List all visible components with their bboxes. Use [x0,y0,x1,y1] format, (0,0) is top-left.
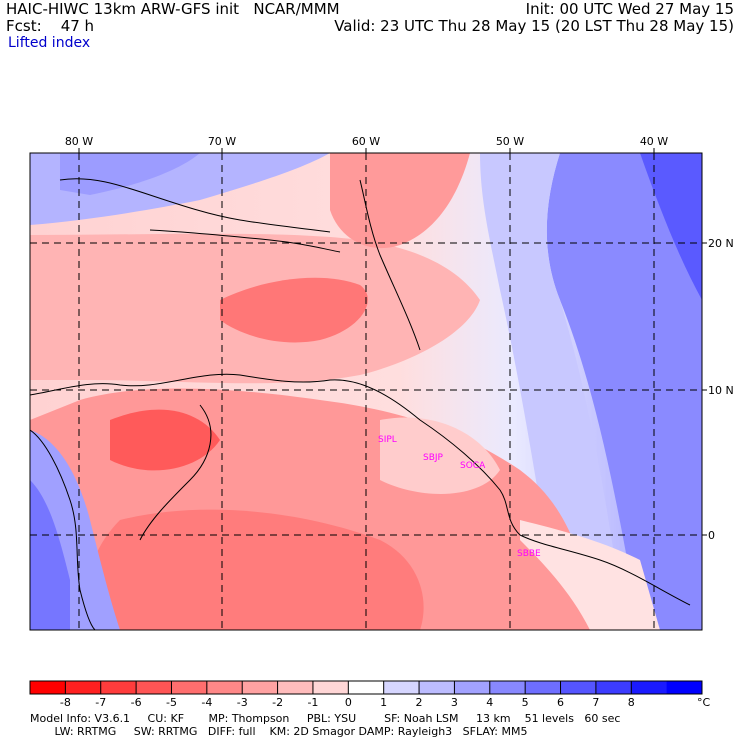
colorbar-swatch [312,681,349,694]
lon-label-40w: 40 W [640,135,668,148]
station-sipl: SIPL [378,435,397,445]
map-field [30,153,702,630]
colorbar-tick-label: -5 [166,696,177,709]
colorbar-tick-label: 4 [486,696,493,709]
colorbar-frame [29,680,703,695]
lat-label-0: 0 [708,529,715,542]
graticule [30,153,702,630]
station-soca: SOCA [460,461,486,471]
colorbar-swatch [65,681,102,694]
forecast-hour: Fcst: 47 h [6,17,95,35]
colorbar-swatch [560,681,597,694]
model-title: HAIC-HIWC 13km ARW-GFS init NCAR/MMM [6,0,340,18]
colorbar-swatch [100,681,137,694]
colorbar-tick-label: -8 [60,696,71,709]
colorbar-tick-label: 6 [557,696,564,709]
colorbar-tick-label: 5 [522,696,529,709]
colorbar-swatch [171,681,208,694]
colorbar-tick-label: 0 [345,696,352,709]
colorbar-tick-label: 7 [592,696,599,709]
init-time: Init: 00 UTC Wed 27 May 15 [525,0,734,18]
valid-time: Valid: 23 UTC Thu 28 May 15 (20 LST Thu … [334,17,734,35]
lon-label-50w: 50 W [496,135,524,148]
colorbar-swatch [419,681,455,694]
colorbar-tick-label: 8 [628,696,635,709]
colorbar-tick-label: 2 [416,696,423,709]
lat-label-20n: 20 N [708,237,734,250]
colorbar-swatch [242,681,279,694]
colorbar-swatch [525,681,562,694]
colorbar-tick-label: -1 [307,696,318,709]
colorbar-swatch [136,681,172,694]
colorbar-tick-label: -7 [95,696,106,709]
colorbar-swatch [383,681,420,694]
colorbar-swatch [454,681,491,694]
colorbar-swatch [666,681,703,694]
colorbar-tick-label: 1 [380,696,387,709]
lon-label-80w: 80 W [65,135,93,148]
colorbar: -8 -7 -6 -5 -4 -3 -2 -1 0 1 2 3 4 5 6 7 8 [29,680,703,709]
colorbar-tick-label: 3 [451,696,458,709]
map-ticks [78,148,707,536]
station-sbjp: SBJP [423,453,444,463]
colorbar-swatch [595,681,632,694]
colorbar-tick-label: -6 [131,696,142,709]
coastlines [30,178,691,630]
colorbar-swatch [30,681,66,694]
colorbar-unit: °C [697,696,711,709]
model-info-line1: Model Info: V3.6.1 CU: KF MP: Thompson P… [30,712,621,725]
colorbar-swatch [631,681,668,694]
colorbar-swatch [277,681,314,694]
colorbar-swatch [489,681,526,694]
lat-label-10n: 10 N [708,384,734,397]
lon-label-70w: 70 W [208,135,236,148]
model-info-line2: LW: RRTMG SW: RRTMG DIFF: full KM: 2D Sm… [30,725,528,738]
station-sbbe: SBBE [517,549,541,559]
field-name: Lifted index [8,35,91,51]
colorbar-swatch [348,681,385,694]
colorbar-tick-label: -4 [201,696,212,709]
colorbar-tick-label: -2 [272,696,283,709]
lon-label-60w: 60 W [352,135,380,148]
colorbar-tick-label: -3 [237,696,248,709]
colorbar-swatch [206,681,243,694]
